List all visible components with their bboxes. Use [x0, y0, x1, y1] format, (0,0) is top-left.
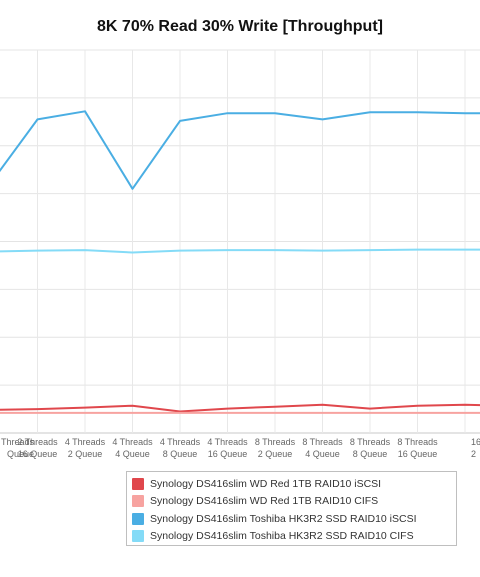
legend-swatch — [132, 477, 144, 490]
x-tick-label: 2 — [471, 449, 476, 459]
x-tick-label: 8 Queue — [353, 449, 388, 459]
x-tick-label: 8 Threads — [350, 437, 391, 447]
series-lines — [0, 110, 480, 414]
x-tick-label: 4 Queue — [305, 449, 340, 459]
legend-item[interactable]: Synology DS416slim WD Red 1TB RAID10 CIF… — [132, 493, 456, 511]
x-tick-label: 4 Threads — [65, 437, 106, 447]
series-line[interactable] — [0, 403, 480, 413]
x-tick-label: 2 Queue — [68, 449, 103, 459]
x-tick-label: 2 Queue — [258, 449, 293, 459]
x-tick-label: 16 — [471, 437, 480, 447]
x-tick-label: 4 Threads — [112, 437, 153, 447]
legend-label: Synology DS416slim Toshiba HK3R2 SSD RAI… — [150, 512, 417, 525]
x-tick-label: 4 Threads — [160, 437, 201, 447]
legend-item[interactable]: Synology DS416slim Toshiba HK3R2 SSD RAI… — [132, 510, 456, 528]
legend-item[interactable]: Synology DS416slim Toshiba HK3R2 SSD RAI… — [132, 528, 456, 546]
x-tick-label: 4 Threads — [207, 437, 248, 447]
gridlines — [0, 49, 480, 434]
legend-label: Synology DS416slim WD Red 1TB RAID10 CIF… — [150, 495, 379, 508]
series-line[interactable] — [0, 248, 480, 254]
x-tick-label: 8 Threads — [397, 437, 438, 447]
chart-title: 8K 70% Read 30% Write [Throughput] — [97, 18, 383, 35]
x-tick-label: 16 Queue — [208, 449, 248, 459]
x-tick-label: 8 Threads — [255, 437, 296, 447]
x-tick-label: 8 Threads — [302, 437, 343, 447]
x-tick-label: Queue — [7, 449, 34, 459]
x-tick-label: 16 Queue — [18, 449, 58, 459]
legend-swatch — [132, 512, 144, 525]
x-tick-label: 8 Queue — [163, 449, 198, 459]
legend-item[interactable]: Synology DS416slim WD Red 1TB RAID10 iSC… — [132, 475, 456, 493]
legend-swatch — [132, 495, 144, 508]
x-tick-label: 4 Queue — [115, 449, 150, 459]
legend-swatch — [132, 530, 144, 543]
x-tick-label: 16 Queue — [398, 449, 438, 459]
series-line[interactable] — [0, 110, 480, 190]
x-axis-labels: Threads Queue 2 Threads 16 Queue 4 Threads 2 … — [1, 437, 480, 459]
x-tick-label: 2 Threads — [17, 437, 58, 447]
legend-label: Synology DS416slim WD Red 1TB RAID10 iSC… — [150, 477, 382, 490]
x-tick-label: Threads — [1, 437, 35, 447]
legend: Synology DS416slim WD Red 1TB RAID10 iSC… — [126, 471, 457, 546]
legend-label: Synology DS416slim Toshiba HK3R2 SSD RAI… — [150, 530, 414, 543]
